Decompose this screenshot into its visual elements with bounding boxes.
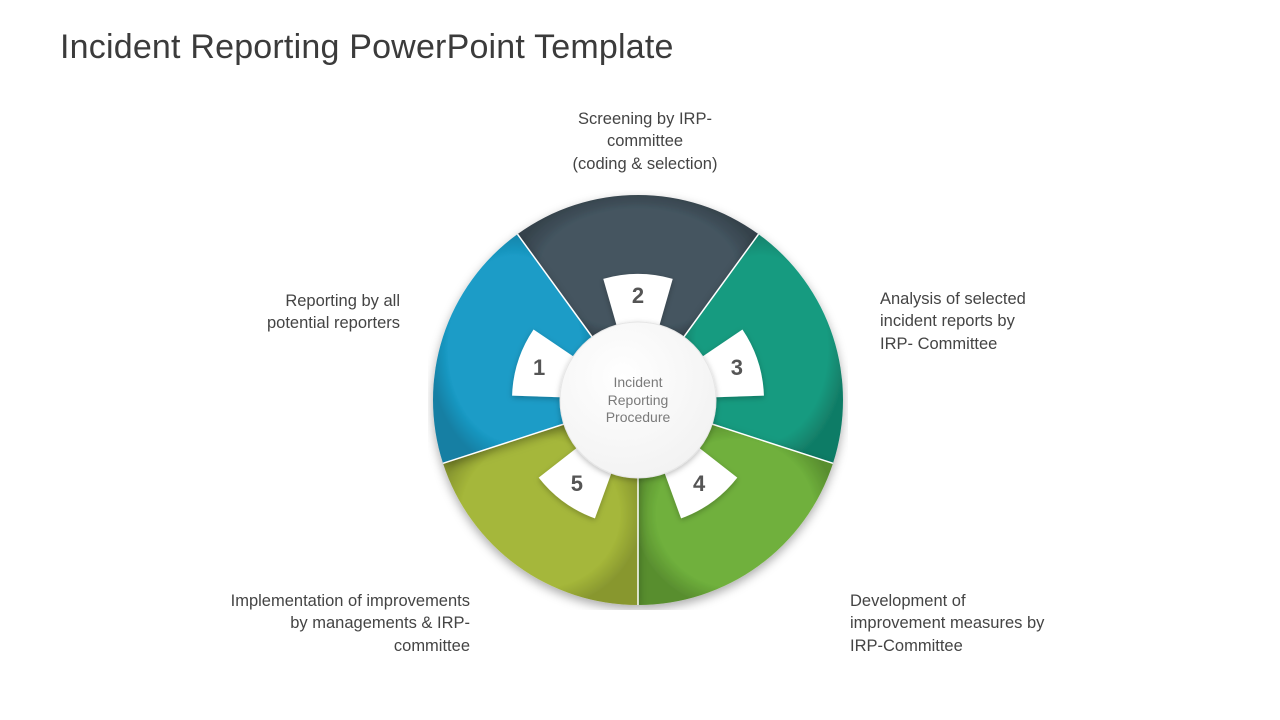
- segment-label-1: Reporting by allpotential reporters: [190, 290, 400, 335]
- diagram-svg: [428, 190, 848, 610]
- center-circle: [560, 322, 716, 478]
- page-title: Incident Reporting PowerPoint Template: [60, 28, 674, 67]
- segment-label-4: Development ofimprovement measures byIRP…: [850, 590, 1140, 657]
- circular-diagram: IncidentReportingProcedure 12345: [428, 190, 848, 610]
- segment-label-2: Screening by IRP-committee(coding & sele…: [500, 108, 790, 175]
- segment-label-3: Analysis of selectedincident reports byI…: [880, 288, 1120, 355]
- slide: Incident Reporting PowerPoint Template I…: [0, 0, 1280, 720]
- segment-label-5: Implementation of improvementsby managem…: [150, 590, 470, 657]
